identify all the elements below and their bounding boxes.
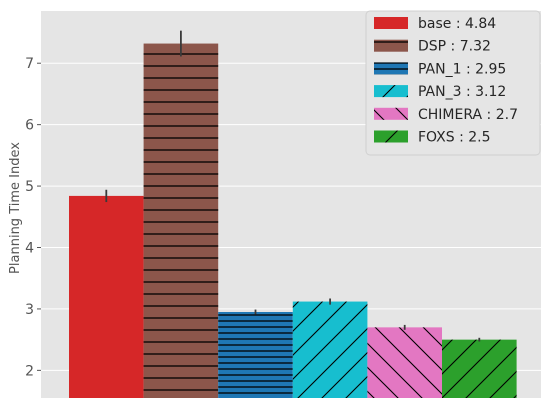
legend-swatch-base bbox=[374, 17, 408, 29]
bars-group bbox=[69, 43, 517, 399]
legend-swatch-hatch bbox=[374, 39, 408, 52]
bar-hatch bbox=[367, 327, 442, 398]
bar-hatch bbox=[292, 301, 368, 398]
legend-swatch-hatch bbox=[374, 62, 408, 75]
y-axis-ticks: 2 3 4 5 6 7 bbox=[25, 56, 41, 379]
y-axis-label: Planning Time Index bbox=[8, 142, 23, 274]
bar-hatch bbox=[442, 339, 517, 398]
legend-label: PAN_3 : 3.12 bbox=[418, 84, 506, 100]
y-tick-label: 2 bbox=[25, 363, 34, 379]
y-tick-label: 4 bbox=[25, 241, 34, 257]
y-tick-label: 6 bbox=[25, 118, 34, 134]
y-tick-label: 3 bbox=[25, 302, 34, 318]
bar-base bbox=[69, 195, 144, 398]
legend-label: base : 4.84 bbox=[418, 16, 496, 32]
legend-label: DSP : 7.32 bbox=[418, 39, 491, 55]
bar-hatch bbox=[218, 312, 293, 398]
error-bars-group bbox=[105, 30, 481, 342]
bar-hatch bbox=[143, 43, 219, 399]
legend-swatch-hatch bbox=[374, 130, 408, 143]
legend-label: PAN_1 : 2.95 bbox=[418, 61, 506, 77]
legend-frame bbox=[365, 10, 541, 156]
legend: base : 4.84 DSP : 7.32 PAN_1 : 2.95 PAN_3 :… bbox=[365, 10, 541, 156]
legend-swatch-hatch bbox=[374, 85, 408, 98]
legend-swatch-hatch bbox=[374, 107, 408, 120]
y-tick-label: 5 bbox=[25, 179, 34, 195]
legend-label: FOXS : 2.5 bbox=[418, 130, 491, 146]
y-tick-label: 7 bbox=[25, 56, 34, 72]
legend-label: CHIMERA : 2.7 bbox=[418, 107, 518, 123]
